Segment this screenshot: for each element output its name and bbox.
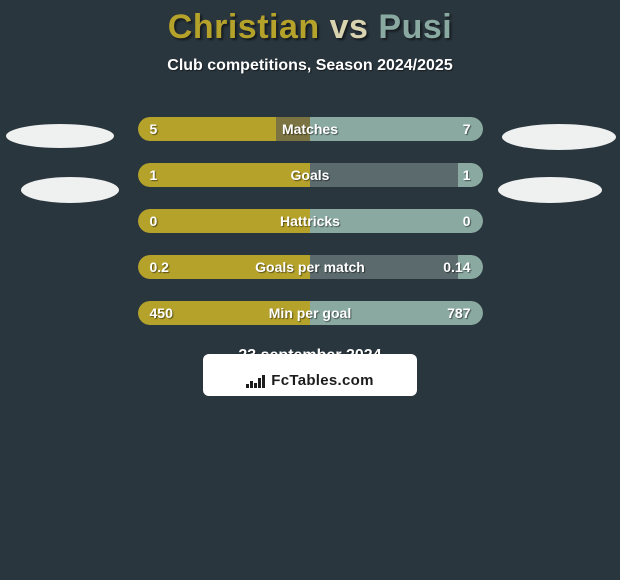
- stat-label: Matches: [138, 117, 483, 141]
- source-badge-content: FcTables.com: [246, 360, 374, 402]
- decorative-ellipse-right-top: [502, 124, 616, 150]
- decorative-ellipse-left-top: [6, 124, 114, 148]
- stat-label: Hattricks: [138, 209, 483, 233]
- comparison-title: Christian vs Pusi: [0, 0, 620, 47]
- stat-row: 11Goals: [138, 163, 483, 187]
- stat-row: 57Matches: [138, 117, 483, 141]
- stat-row: 450787Min per goal: [138, 301, 483, 325]
- stat-label: Goals per match: [138, 255, 483, 279]
- source-badge-label: FcTables.com: [271, 360, 374, 402]
- title-player-left: Christian: [168, 8, 320, 46]
- decorative-ellipse-right-bottom: [498, 177, 602, 203]
- stats-container: 57Matches 11Goals 00Hattricks 0.20.14Goals …: [0, 117, 620, 325]
- decorative-ellipse-left-bottom: [21, 177, 119, 203]
- stat-row: 0.20.14Goals per match: [138, 255, 483, 279]
- source-badge[interactable]: FcTables.com: [203, 354, 417, 396]
- stat-label: Min per goal: [138, 301, 483, 325]
- bars-icon: [246, 374, 268, 388]
- stat-label: Goals: [138, 163, 483, 187]
- title-vs: vs: [330, 8, 369, 46]
- stat-row: 00Hattricks: [138, 209, 483, 233]
- title-player-right: Pusi: [378, 8, 452, 46]
- subtitle: Club competitions, Season 2024/2025: [0, 57, 620, 75]
